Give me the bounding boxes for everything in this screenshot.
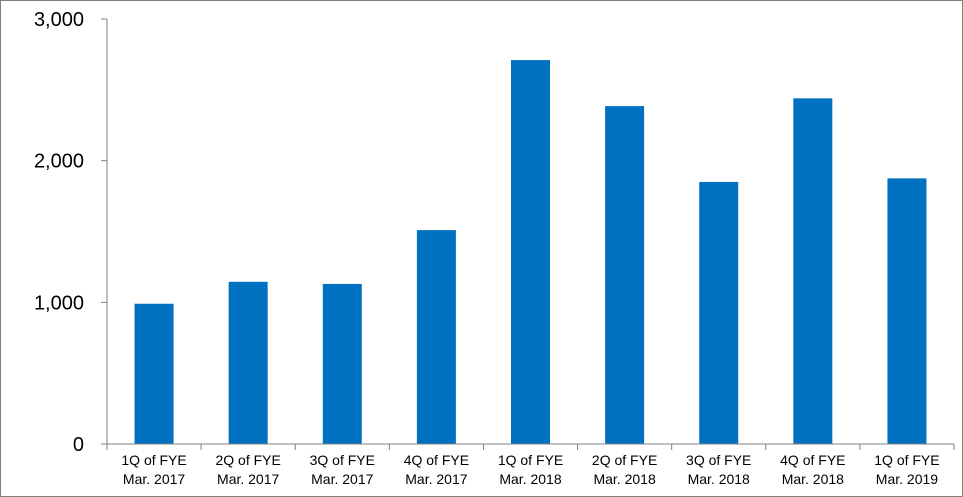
bar-6	[605, 106, 645, 444]
x-tick-label: 1Q of FYE Mar. 2017	[121, 452, 186, 487]
bar-5	[511, 60, 550, 444]
bar-8	[793, 98, 833, 444]
x-tick-label-line: 2Q of FYE	[592, 452, 657, 468]
x-tick-label-line: 4Q of FYE	[404, 452, 469, 468]
y-tick-label: 1,000	[34, 292, 84, 314]
bar-1	[134, 303, 174, 444]
x-tick-label-line: Mar. 2017	[311, 471, 373, 487]
x-tick-label-line: 4Q of FYE	[780, 452, 845, 468]
x-tick-label-line: Mar. 2018	[688, 471, 750, 487]
bar-3	[322, 283, 362, 444]
x-tick-label: 4Q of FYE Mar. 2017	[404, 452, 469, 487]
bar-9	[887, 178, 927, 444]
x-tick-label-line: 1Q of FYE	[121, 452, 186, 468]
x-tick-label-line: 1Q of FYE	[874, 452, 939, 468]
bar-4	[416, 230, 456, 444]
x-tick-label: 3Q of FYE Mar. 2018	[686, 452, 751, 487]
y-tick-label: 0	[73, 434, 84, 456]
x-tick-label: 2Q of FYE Mar. 2017	[215, 452, 280, 487]
x-tick-label-line: Mar. 2019	[876, 471, 938, 487]
x-tick-label-line: Mar. 2017	[123, 471, 185, 487]
x-tick-label-line: 1Q of FYE	[498, 452, 563, 468]
x-tick-label-line: Mar. 2018	[782, 471, 844, 487]
x-tick-label: 4Q of FYE Mar. 2018	[780, 452, 845, 487]
x-tick-label-line: 3Q of FYE	[686, 452, 751, 468]
x-tick-label: 3Q of FYE Mar. 2017	[310, 452, 375, 487]
x-tick-label-line: Mar. 2017	[405, 471, 467, 487]
x-tick-label-line: Mar. 2018	[499, 471, 561, 487]
x-tick-label: 1Q of FYE Mar. 2019	[874, 452, 939, 487]
y-tick-label: 2,000	[34, 151, 84, 173]
bar-2	[228, 281, 268, 444]
x-tick-label: 2Q of FYE Mar. 2018	[592, 452, 657, 487]
x-tick-label-line: 2Q of FYE	[215, 452, 280, 468]
x-tick-label-line: Mar. 2017	[217, 471, 279, 487]
x-tick-label: 1Q of FYE Mar. 2018	[498, 452, 563, 487]
y-tick-label: 3,000	[34, 9, 84, 31]
bar-7	[699, 181, 739, 444]
x-tick-label-line: 3Q of FYE	[310, 452, 375, 468]
x-tick-label-line: Mar. 2018	[593, 471, 655, 487]
